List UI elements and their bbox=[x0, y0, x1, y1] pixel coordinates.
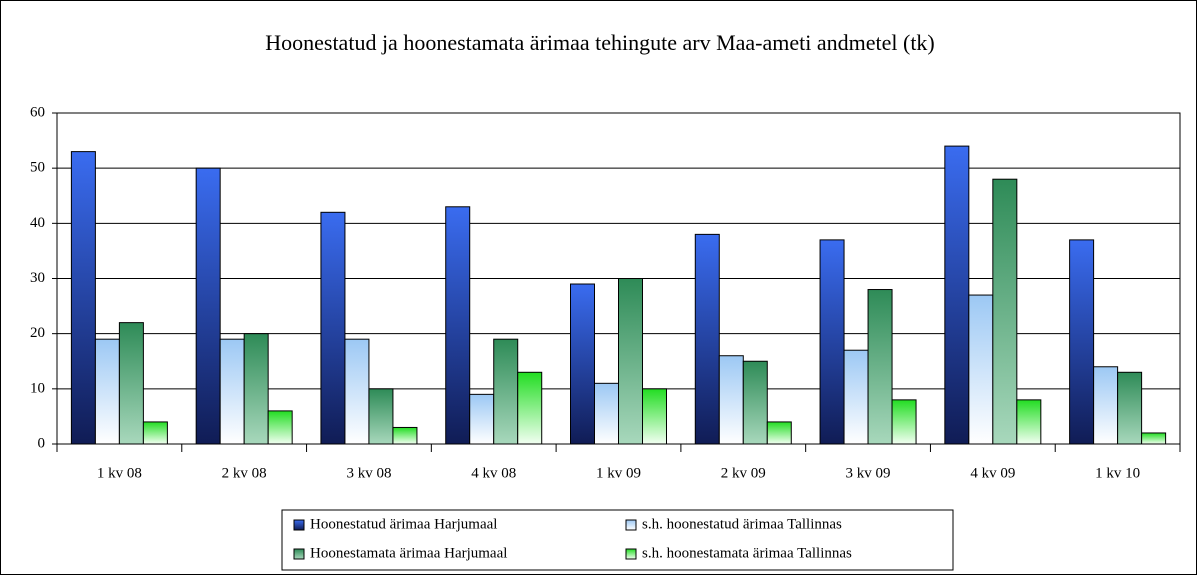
x-tick-label: 2 kv 09 bbox=[721, 465, 766, 481]
bar bbox=[742, 360, 768, 445]
bar bbox=[445, 206, 471, 445]
x-tick-label: 3 kv 09 bbox=[846, 465, 891, 481]
bar bbox=[368, 388, 394, 445]
bar bbox=[642, 388, 667, 445]
bar bbox=[94, 338, 120, 445]
bar bbox=[1093, 366, 1119, 445]
x-tick-label: 1 kv 09 bbox=[596, 465, 641, 481]
bar bbox=[392, 426, 418, 445]
bar bbox=[517, 371, 543, 445]
bar bbox=[594, 382, 619, 445]
bar bbox=[267, 410, 293, 445]
y-tick-label: 50 bbox=[30, 160, 45, 176]
bar bbox=[968, 294, 994, 445]
bar bbox=[1117, 371, 1143, 445]
y-tick-label: 20 bbox=[30, 325, 45, 341]
bar bbox=[344, 338, 370, 445]
bar bbox=[992, 178, 1018, 445]
bar bbox=[618, 278, 643, 445]
bar bbox=[944, 145, 970, 445]
bar bbox=[493, 338, 519, 445]
bar bbox=[219, 338, 245, 445]
bar bbox=[1141, 432, 1167, 445]
x-tick-label: 1 kv 10 bbox=[1095, 465, 1140, 481]
x-tick-label: 4 kv 09 bbox=[970, 465, 1015, 481]
bar bbox=[819, 239, 845, 445]
x-tick-label: 4 kv 08 bbox=[471, 465, 516, 481]
legend-box bbox=[281, 509, 954, 571]
legend-swatch bbox=[293, 548, 305, 560]
bar bbox=[867, 289, 893, 445]
legend-label: Hoonestamata ärimaa Harjumaal bbox=[310, 545, 507, 561]
bar bbox=[320, 211, 346, 445]
bar bbox=[142, 421, 168, 445]
legend-label: s.h. hoonestatud ärimaa Tallinnas bbox=[642, 516, 842, 532]
chart-title: Hoonestatud ja hoonestamata ärimaa tehin… bbox=[265, 30, 935, 55]
bar bbox=[891, 399, 917, 445]
legend-swatch bbox=[293, 519, 305, 531]
legend-label: s.h. hoonestamata ärimaa Tallinnas bbox=[642, 545, 852, 561]
x-tick-label: 2 kv 08 bbox=[222, 465, 267, 481]
bar bbox=[1069, 239, 1095, 445]
bar bbox=[118, 322, 144, 445]
y-tick-label: 40 bbox=[30, 215, 45, 231]
bar bbox=[195, 167, 221, 445]
bar bbox=[766, 421, 792, 445]
bar bbox=[718, 355, 744, 445]
x-tick-label: 3 kv 08 bbox=[346, 465, 391, 481]
legend-label: Hoonestatud ärimaa Harjumaal bbox=[310, 516, 497, 532]
bar bbox=[570, 283, 595, 445]
bar bbox=[1016, 399, 1042, 445]
legend-swatch bbox=[625, 548, 637, 560]
y-tick-label: 30 bbox=[30, 270, 45, 286]
x-tick-label: 1 kv 08 bbox=[97, 465, 142, 481]
legend-swatch bbox=[625, 519, 637, 531]
y-tick-label: 0 bbox=[38, 435, 46, 451]
y-tick-label: 10 bbox=[30, 380, 45, 396]
bar bbox=[469, 393, 495, 445]
bar bbox=[843, 349, 869, 445]
bar bbox=[70, 151, 96, 445]
bar bbox=[694, 233, 720, 445]
bar bbox=[243, 333, 269, 445]
y-tick-label: 60 bbox=[30, 104, 45, 120]
